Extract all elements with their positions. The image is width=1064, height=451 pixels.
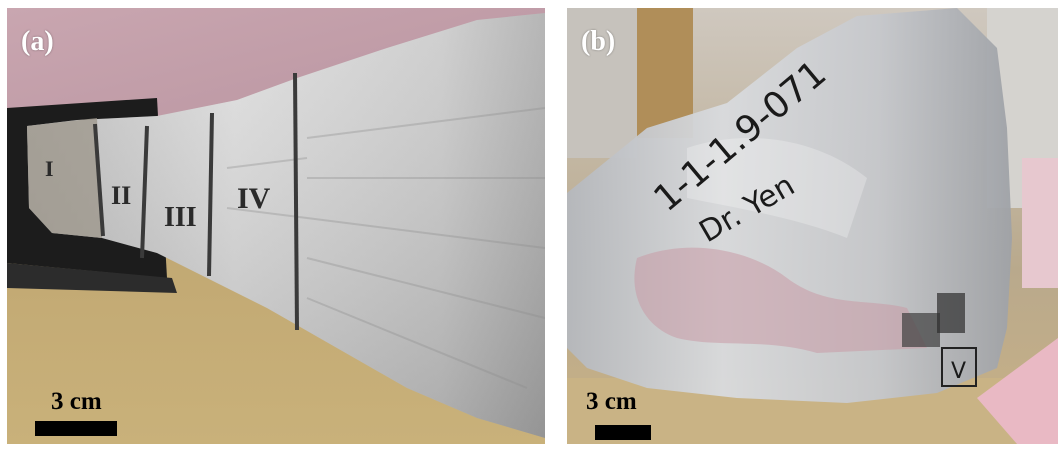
panel-a-photo: I II III IV <box>7 8 545 444</box>
panel-label-b: (b) <box>581 26 616 57</box>
section-mark-5: V <box>951 359 966 384</box>
section-mark-3: III <box>164 202 197 233</box>
section-mark-1: I <box>45 156 54 181</box>
photo-panel-b: V 1-1-1.9-071 Dr. Yen (b) 3 cm <box>567 8 1058 444</box>
scale-bar-b <box>595 425 651 440</box>
scale-bar-a <box>35 421 117 436</box>
panel-b-photo: V 1-1-1.9-071 Dr. Yen <box>567 8 1058 444</box>
photo-panel-a: I II III IV (a) 3 cm <box>7 8 545 444</box>
panel-label-a: (a) <box>21 26 54 57</box>
section-mark-4: IV <box>237 182 271 215</box>
scale-bar-label-b: 3 cm <box>586 388 637 415</box>
section-mark-2: II <box>111 181 131 210</box>
scale-bar-label-a: 3 cm <box>51 388 102 415</box>
